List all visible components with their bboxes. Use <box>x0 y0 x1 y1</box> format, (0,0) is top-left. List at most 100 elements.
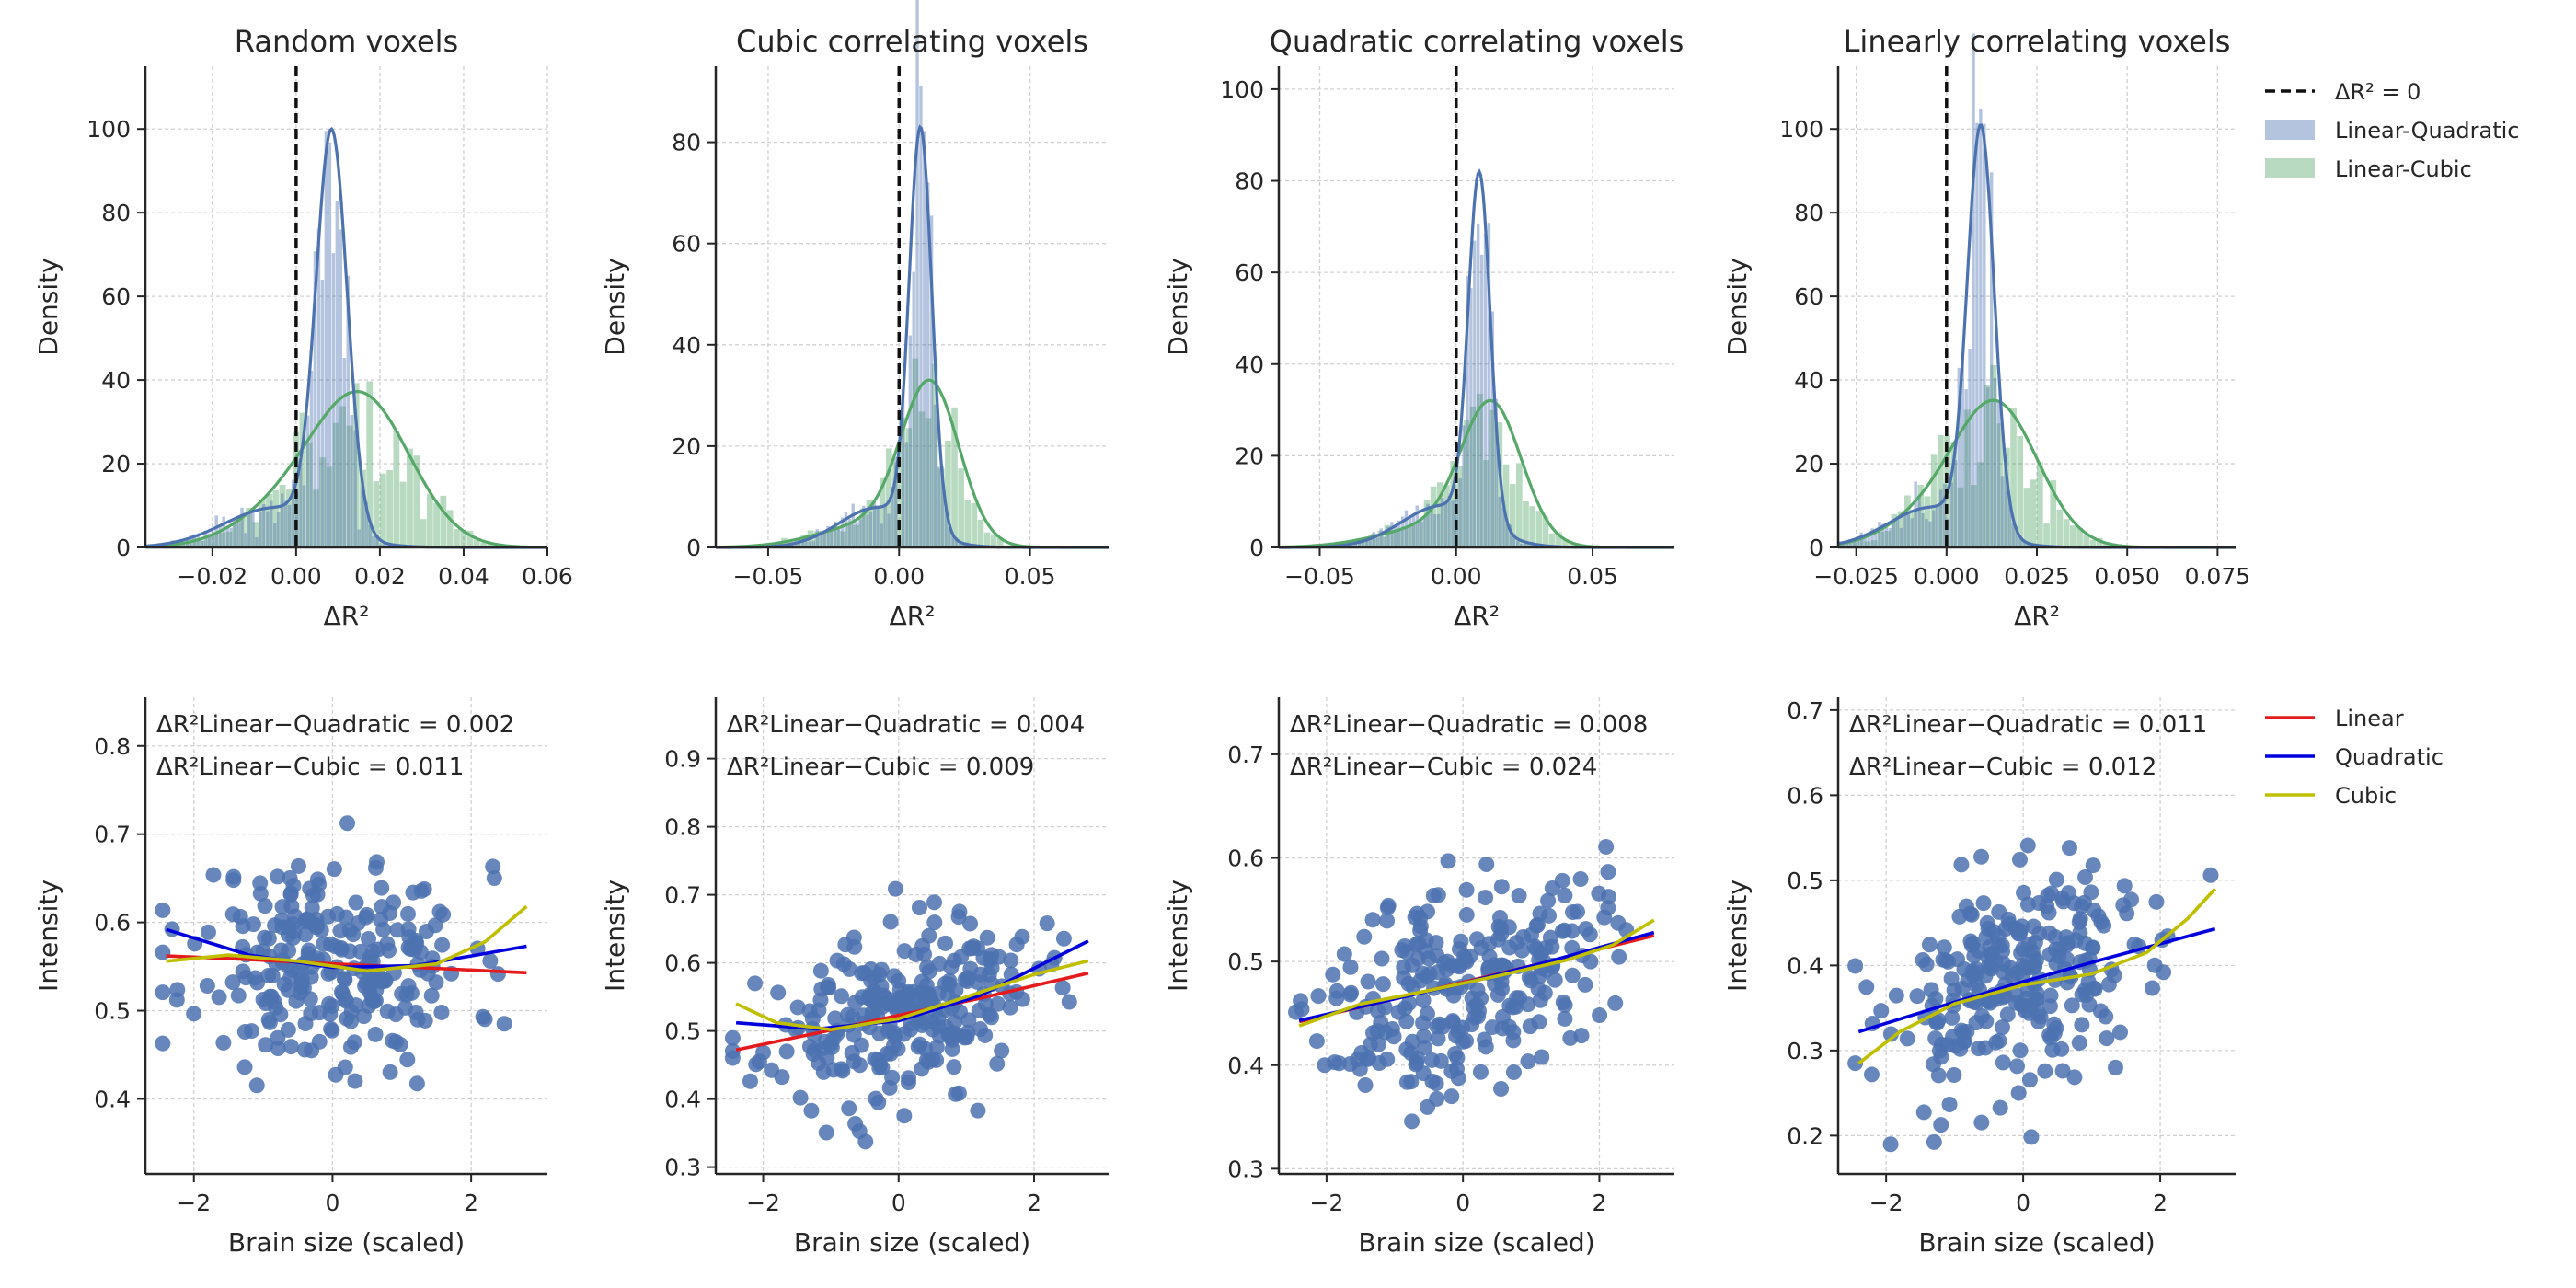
histogram-bar <box>951 407 958 547</box>
data-point <box>1415 992 1432 1008</box>
data-point <box>417 1012 433 1029</box>
histogram-bar <box>1469 288 1473 547</box>
histogram-bar <box>1426 503 1430 547</box>
histogram-bar <box>1911 510 1917 547</box>
data-point <box>1959 1023 1975 1040</box>
data-point <box>339 815 356 832</box>
histogram-bar <box>933 404 937 547</box>
histogram-bar <box>908 335 912 547</box>
histogram-bar <box>1870 528 1874 547</box>
data-point <box>947 1014 963 1030</box>
histogram-bar <box>305 442 313 547</box>
data-point <box>1493 879 1510 895</box>
data-point <box>264 967 281 983</box>
data-point <box>433 1004 450 1020</box>
subplot-scatter-1: ΔR²Linear−Quadratic = 0.002 ΔR²Linear−Cub… <box>33 697 547 1258</box>
histogram-bar <box>2063 519 2070 547</box>
data-point <box>1419 1006 1435 1022</box>
data-point <box>1555 994 1571 1010</box>
data-point <box>1611 949 1627 965</box>
histogram-bar <box>1928 521 1932 547</box>
legend-label: Linear-Quadratic <box>2335 118 2519 144</box>
histogram-bar <box>2030 479 2037 547</box>
x-tick-label: −0.025 <box>1813 563 1899 590</box>
histogram-bar <box>1526 541 1531 547</box>
data-point <box>2025 918 2041 935</box>
data-point <box>418 923 434 939</box>
data-point <box>274 899 291 915</box>
data-point <box>1501 939 1518 956</box>
histogram-bar <box>219 532 225 547</box>
x-axis-label: Brain size (scaled) <box>228 1227 465 1258</box>
data-point <box>496 1016 512 1032</box>
data-point <box>336 971 352 987</box>
y-tick-label: 0.3 <box>1787 1038 1823 1064</box>
histogram-bar <box>853 524 860 547</box>
fit-line-cubic <box>735 959 1089 1031</box>
histogram-bar <box>373 481 380 547</box>
histogram-bar <box>1423 500 1431 547</box>
data-point <box>1847 1055 1864 1072</box>
histogram-bar <box>1569 542 1575 547</box>
data-point <box>2081 996 2098 1013</box>
histogram-bar <box>2037 462 2043 547</box>
data-point <box>1380 897 1397 914</box>
data-point <box>1992 1099 2008 1116</box>
histogram-bar <box>246 507 253 547</box>
y-tick-label: 0.6 <box>664 950 701 977</box>
data-point <box>804 1010 821 1027</box>
data-point <box>1429 1090 1445 1107</box>
x-tick-label: −2 <box>1309 1190 1343 1216</box>
data-point <box>803 1102 820 1119</box>
data-point <box>248 1077 265 1094</box>
data-point <box>1991 1032 2007 1049</box>
histogram-bar <box>251 510 255 547</box>
y-tick-label: 40 <box>101 367 131 394</box>
subplot-title: Linearly correlating voxels <box>1844 24 2231 59</box>
data-point <box>2202 867 2219 883</box>
data-point <box>2016 884 2032 901</box>
histogram-bar <box>1983 123 1986 547</box>
histogram-bar <box>1904 495 1911 547</box>
data-point <box>1453 933 1469 949</box>
data-point <box>1520 1053 1536 1070</box>
data-point <box>1995 1054 2011 1071</box>
histogram-bar <box>1371 533 1377 547</box>
y-axis-label: Intensity <box>1163 880 1193 992</box>
histogram-bar <box>997 538 1004 547</box>
data-point <box>387 1033 404 1050</box>
histogram-bar <box>273 523 277 547</box>
histogram-bar <box>858 519 862 547</box>
data-point <box>1370 1003 1386 1019</box>
histogram-bar <box>798 543 801 547</box>
y-tick-label: 0.4 <box>1227 1052 1264 1079</box>
histogram-bar <box>1397 529 1404 547</box>
data-point <box>1982 938 1998 955</box>
data-point <box>834 988 850 1005</box>
histogram-bar <box>342 358 346 547</box>
data-point <box>1926 1133 1942 1150</box>
data-point <box>1909 988 1926 1005</box>
data-point <box>1564 939 1581 956</box>
data-point <box>921 927 937 944</box>
histogram-bar <box>222 516 225 547</box>
data-point <box>916 1015 933 1031</box>
annotation-linear-quadratic: ΔR²Linear−Quadratic = 0.008 <box>1290 711 1648 739</box>
data-point <box>1968 977 1984 994</box>
x-tick-label: 2 <box>2153 1190 2168 1216</box>
histogram-bar <box>1516 463 1523 547</box>
histogram-bar <box>1895 516 1900 547</box>
data-point <box>827 1010 844 1027</box>
histogram-bar <box>316 228 321 547</box>
data-point <box>1360 973 1376 990</box>
data-point <box>2060 935 2076 951</box>
histogram-bar <box>1925 519 1928 547</box>
annotation-linear-cubic: ΔR²Linear−Cubic = 0.012 <box>1849 753 2156 781</box>
data-point <box>1882 1026 1899 1042</box>
data-point <box>1505 1064 1522 1081</box>
y-tick-label: 0.8 <box>94 733 131 760</box>
data-point <box>1899 1030 1915 1047</box>
histogram-bar <box>196 535 201 547</box>
data-point <box>290 857 306 874</box>
histogram-bar <box>1906 512 1911 547</box>
